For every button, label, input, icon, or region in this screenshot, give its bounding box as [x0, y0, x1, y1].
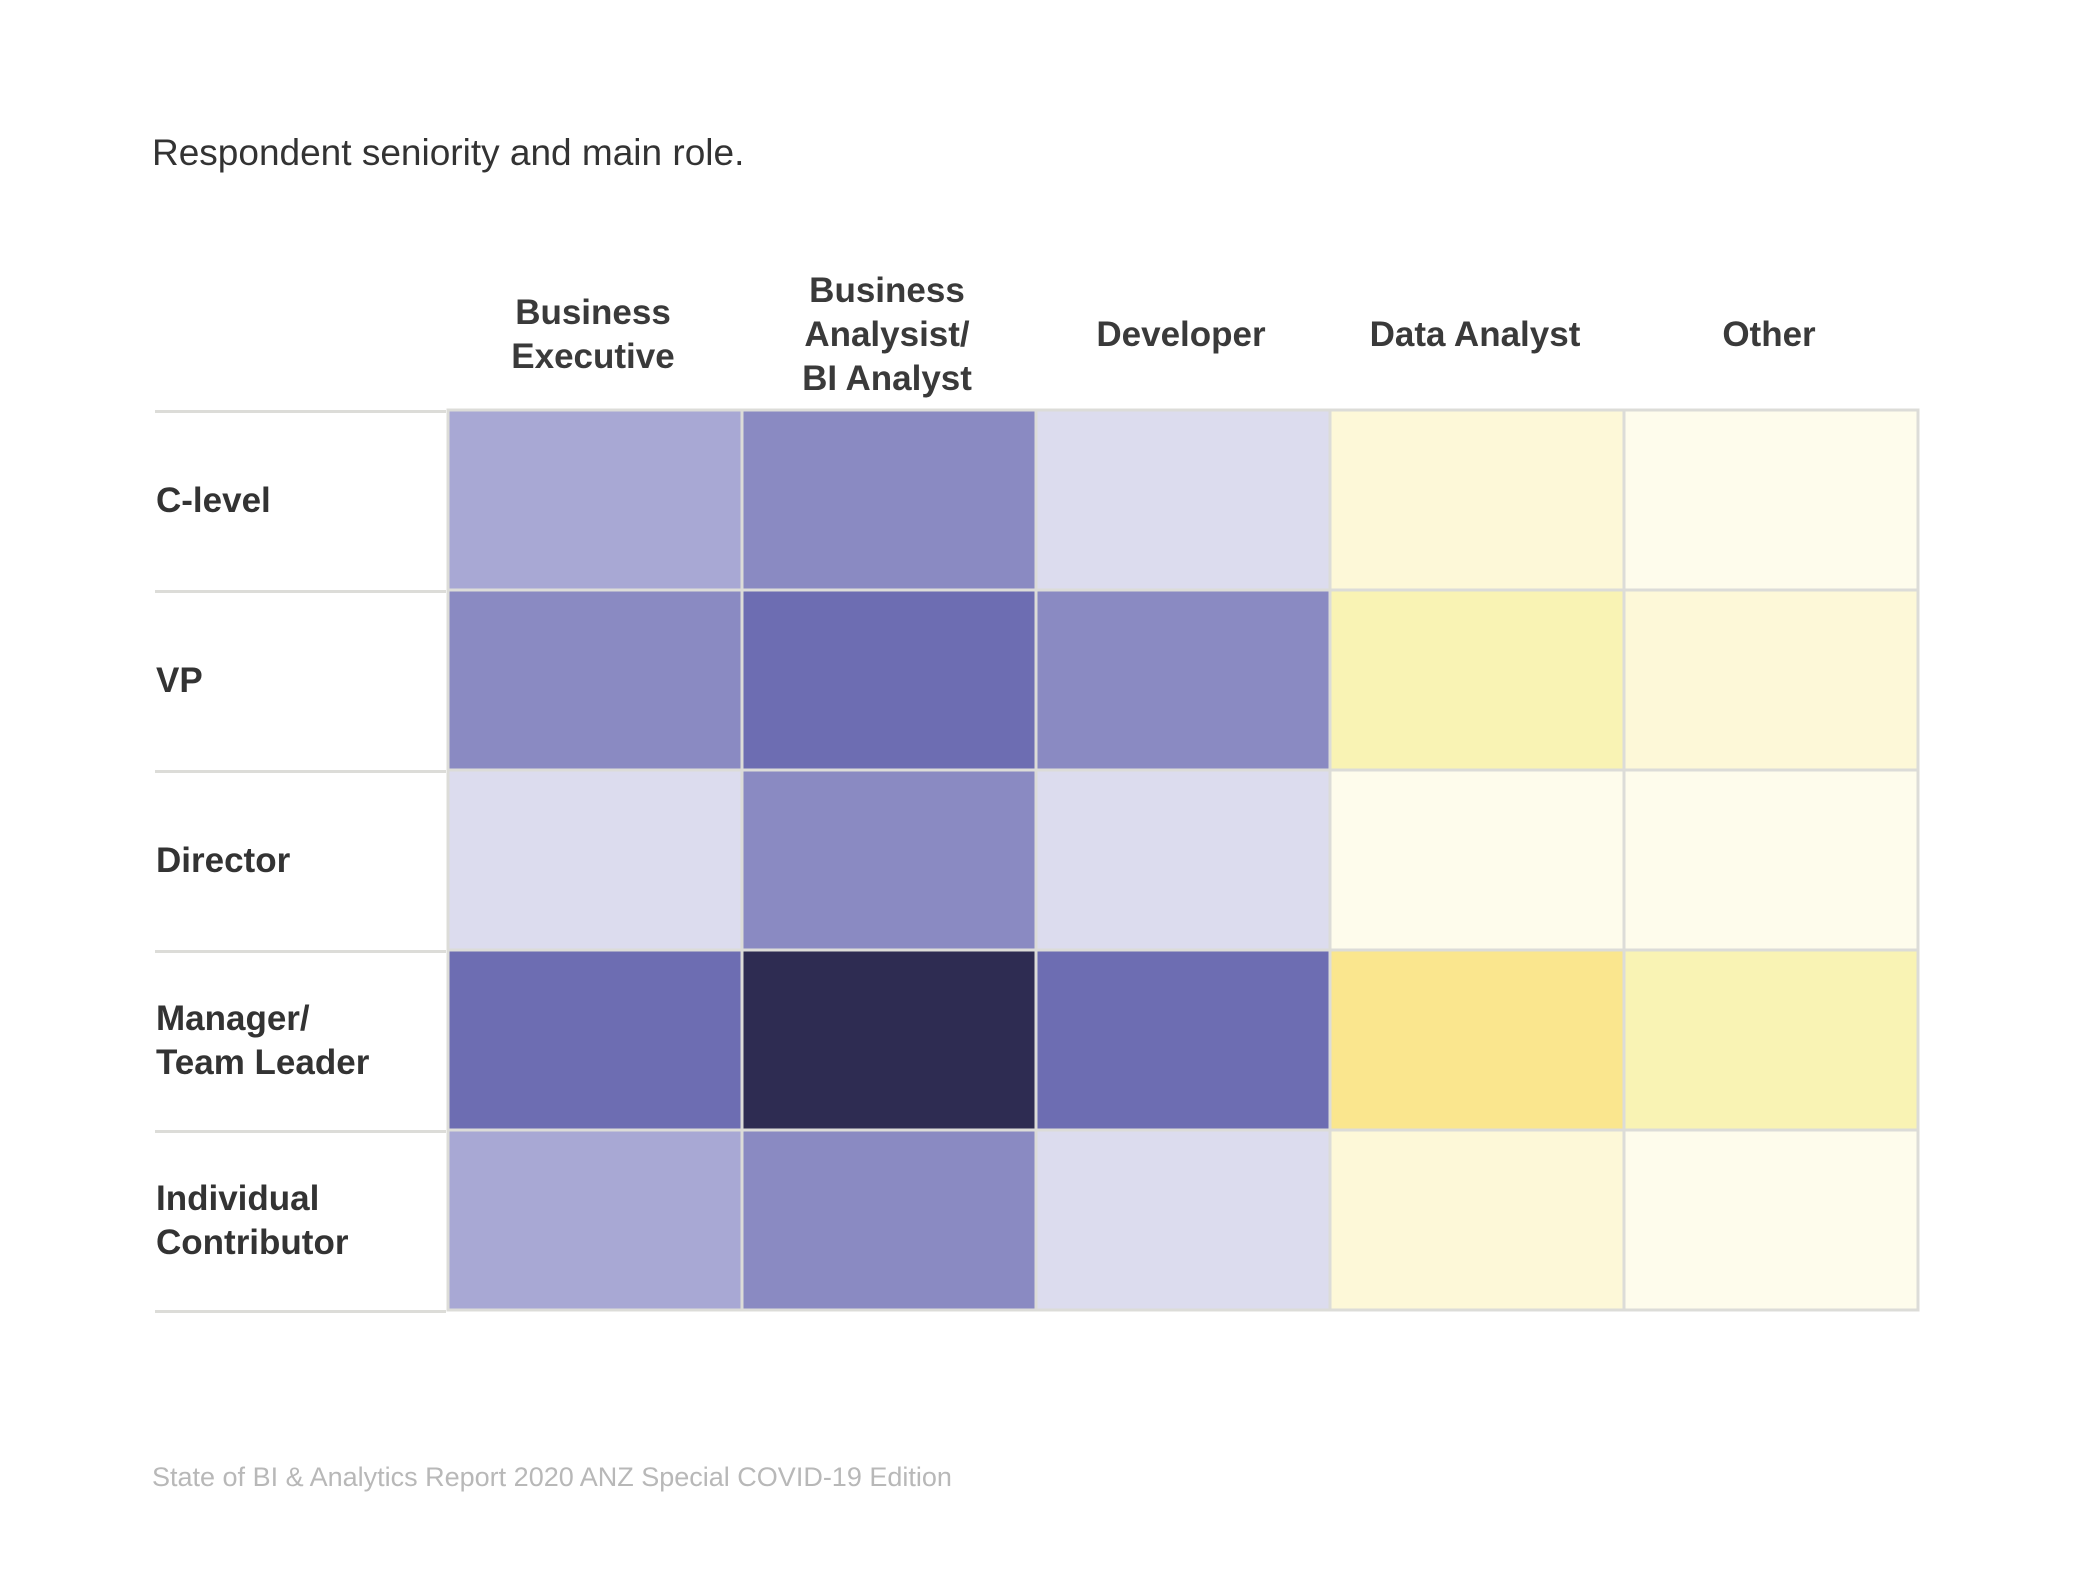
col-header-data-analyst: Data Analyst — [1369, 315, 1581, 354]
heatmap-cell-manager-team-leader-business-executive — [446, 948, 744, 1132]
heatmap-cell-director-developer — [1034, 768, 1332, 952]
row-label-individual-contributor: Individual Contributor — [156, 1179, 349, 1262]
col-header-other: Other — [1722, 315, 1816, 354]
heatmap-cell-individual-contributor-developer — [1034, 1128, 1332, 1312]
heatmap-cell-individual-contributor-business-executive — [446, 1128, 744, 1312]
heatmap-cell-c-level-developer — [1034, 408, 1332, 592]
heatmap-cell-vp-developer — [1034, 588, 1332, 772]
row-divider — [155, 590, 446, 593]
row-divider — [155, 410, 446, 413]
heatmap-cell-individual-contributor-business-analysist-bi-analyst — [740, 1128, 1038, 1312]
row-divider — [155, 950, 446, 953]
heatmap-cell-vp-data-analyst — [1328, 588, 1626, 772]
heatmap-cell-manager-team-leader-developer — [1034, 948, 1332, 1132]
row-label-manager-team-leader: Manager/ Team Leader — [156, 999, 370, 1082]
chart-title: Respondent seniority and main role. — [152, 132, 745, 173]
heatmap-cell-c-level-business-analysist-bi-analyst — [740, 408, 1038, 592]
heatmap-cell-c-level-business-executive — [446, 408, 744, 592]
heatmap-cell-director-data-analyst — [1328, 768, 1626, 952]
row-divider — [155, 770, 446, 773]
heatmap-cell-manager-team-leader-other — [1622, 948, 1920, 1132]
heatmap-cell-director-other — [1622, 768, 1920, 952]
row-divider — [155, 1130, 446, 1133]
heatmap-cell-individual-contributor-other — [1622, 1128, 1920, 1312]
col-header-business-analyst: Business Analysist/ BI Analyst — [802, 271, 972, 398]
heatmap-cell-director-business-executive — [446, 768, 744, 952]
heatmap-cell-c-level-data-analyst — [1328, 408, 1626, 592]
row-label-director: Director — [156, 841, 291, 880]
heatmap-cell-individual-contributor-data-analyst — [1328, 1128, 1626, 1312]
heatmap-cell-manager-team-leader-business-analysist-bi-analyst — [740, 948, 1038, 1132]
col-header-developer: Developer — [1096, 315, 1266, 354]
heatmap-cell-c-level-other — [1622, 408, 1920, 592]
heatmap-cell-manager-team-leader-data-analyst — [1328, 948, 1626, 1132]
row-label-vp: VP — [156, 661, 203, 700]
heatmap-cell-vp-other — [1622, 588, 1920, 772]
row-divider — [155, 1310, 446, 1313]
heatmap-cell-vp-business-analysist-bi-analyst — [740, 588, 1038, 772]
row-label-c-level: C-level — [156, 481, 271, 520]
heatmap-cell-director-business-analysist-bi-analyst — [740, 768, 1038, 952]
heatmap-cell-vp-business-executive — [446, 588, 744, 772]
footer-source: State of BI & Analytics Report 2020 ANZ … — [152, 1462, 952, 1492]
col-header-business-executive: Business Executive — [511, 293, 675, 376]
